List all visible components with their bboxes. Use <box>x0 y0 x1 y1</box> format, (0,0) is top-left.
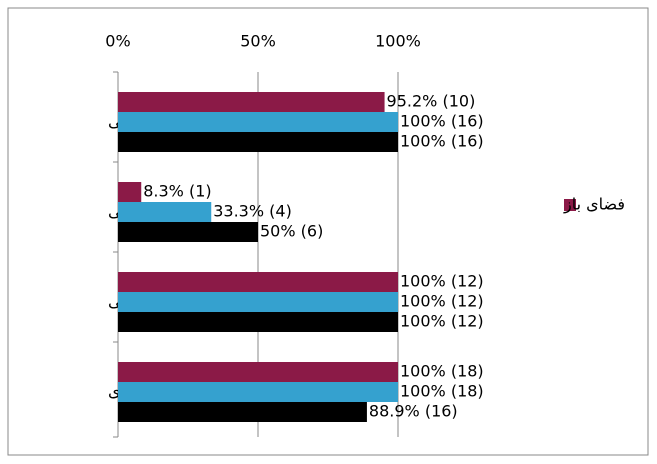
value-label: 100% (18) <box>400 362 484 381</box>
bar <box>118 182 142 202</box>
bar <box>118 272 398 292</box>
x-tick-label: 100% <box>375 32 421 51</box>
legend-label: فضای باز <box>563 195 625 215</box>
value-label: 100% (16) <box>400 112 484 131</box>
value-label: 95.2% (10) <box>387 92 476 111</box>
bar <box>118 312 398 332</box>
bar <box>118 222 258 242</box>
x-tick-label: 50% <box>240 32 276 51</box>
bar <box>118 362 398 382</box>
x-tick-label: 0% <box>105 32 130 51</box>
bar <box>118 132 398 152</box>
value-label: 100% (12) <box>400 272 484 291</box>
bar <box>118 92 385 112</box>
value-label: 8.3% (1) <box>143 182 211 201</box>
bar <box>118 112 398 132</box>
value-label: 100% (16) <box>400 132 484 151</box>
value-label: 100% (18) <box>400 382 484 401</box>
bar <box>118 382 398 402</box>
value-label: 100% (12) <box>400 312 484 331</box>
bar <box>118 202 212 222</box>
value-label: 88.9% (16) <box>369 402 458 421</box>
value-label: 33.3% (4) <box>213 202 292 221</box>
bar <box>118 402 367 422</box>
legend-swatch <box>564 199 576 211</box>
value-label: 100% (12) <box>400 292 484 311</box>
bar <box>118 292 398 312</box>
value-label: 50% (6) <box>260 222 323 241</box>
